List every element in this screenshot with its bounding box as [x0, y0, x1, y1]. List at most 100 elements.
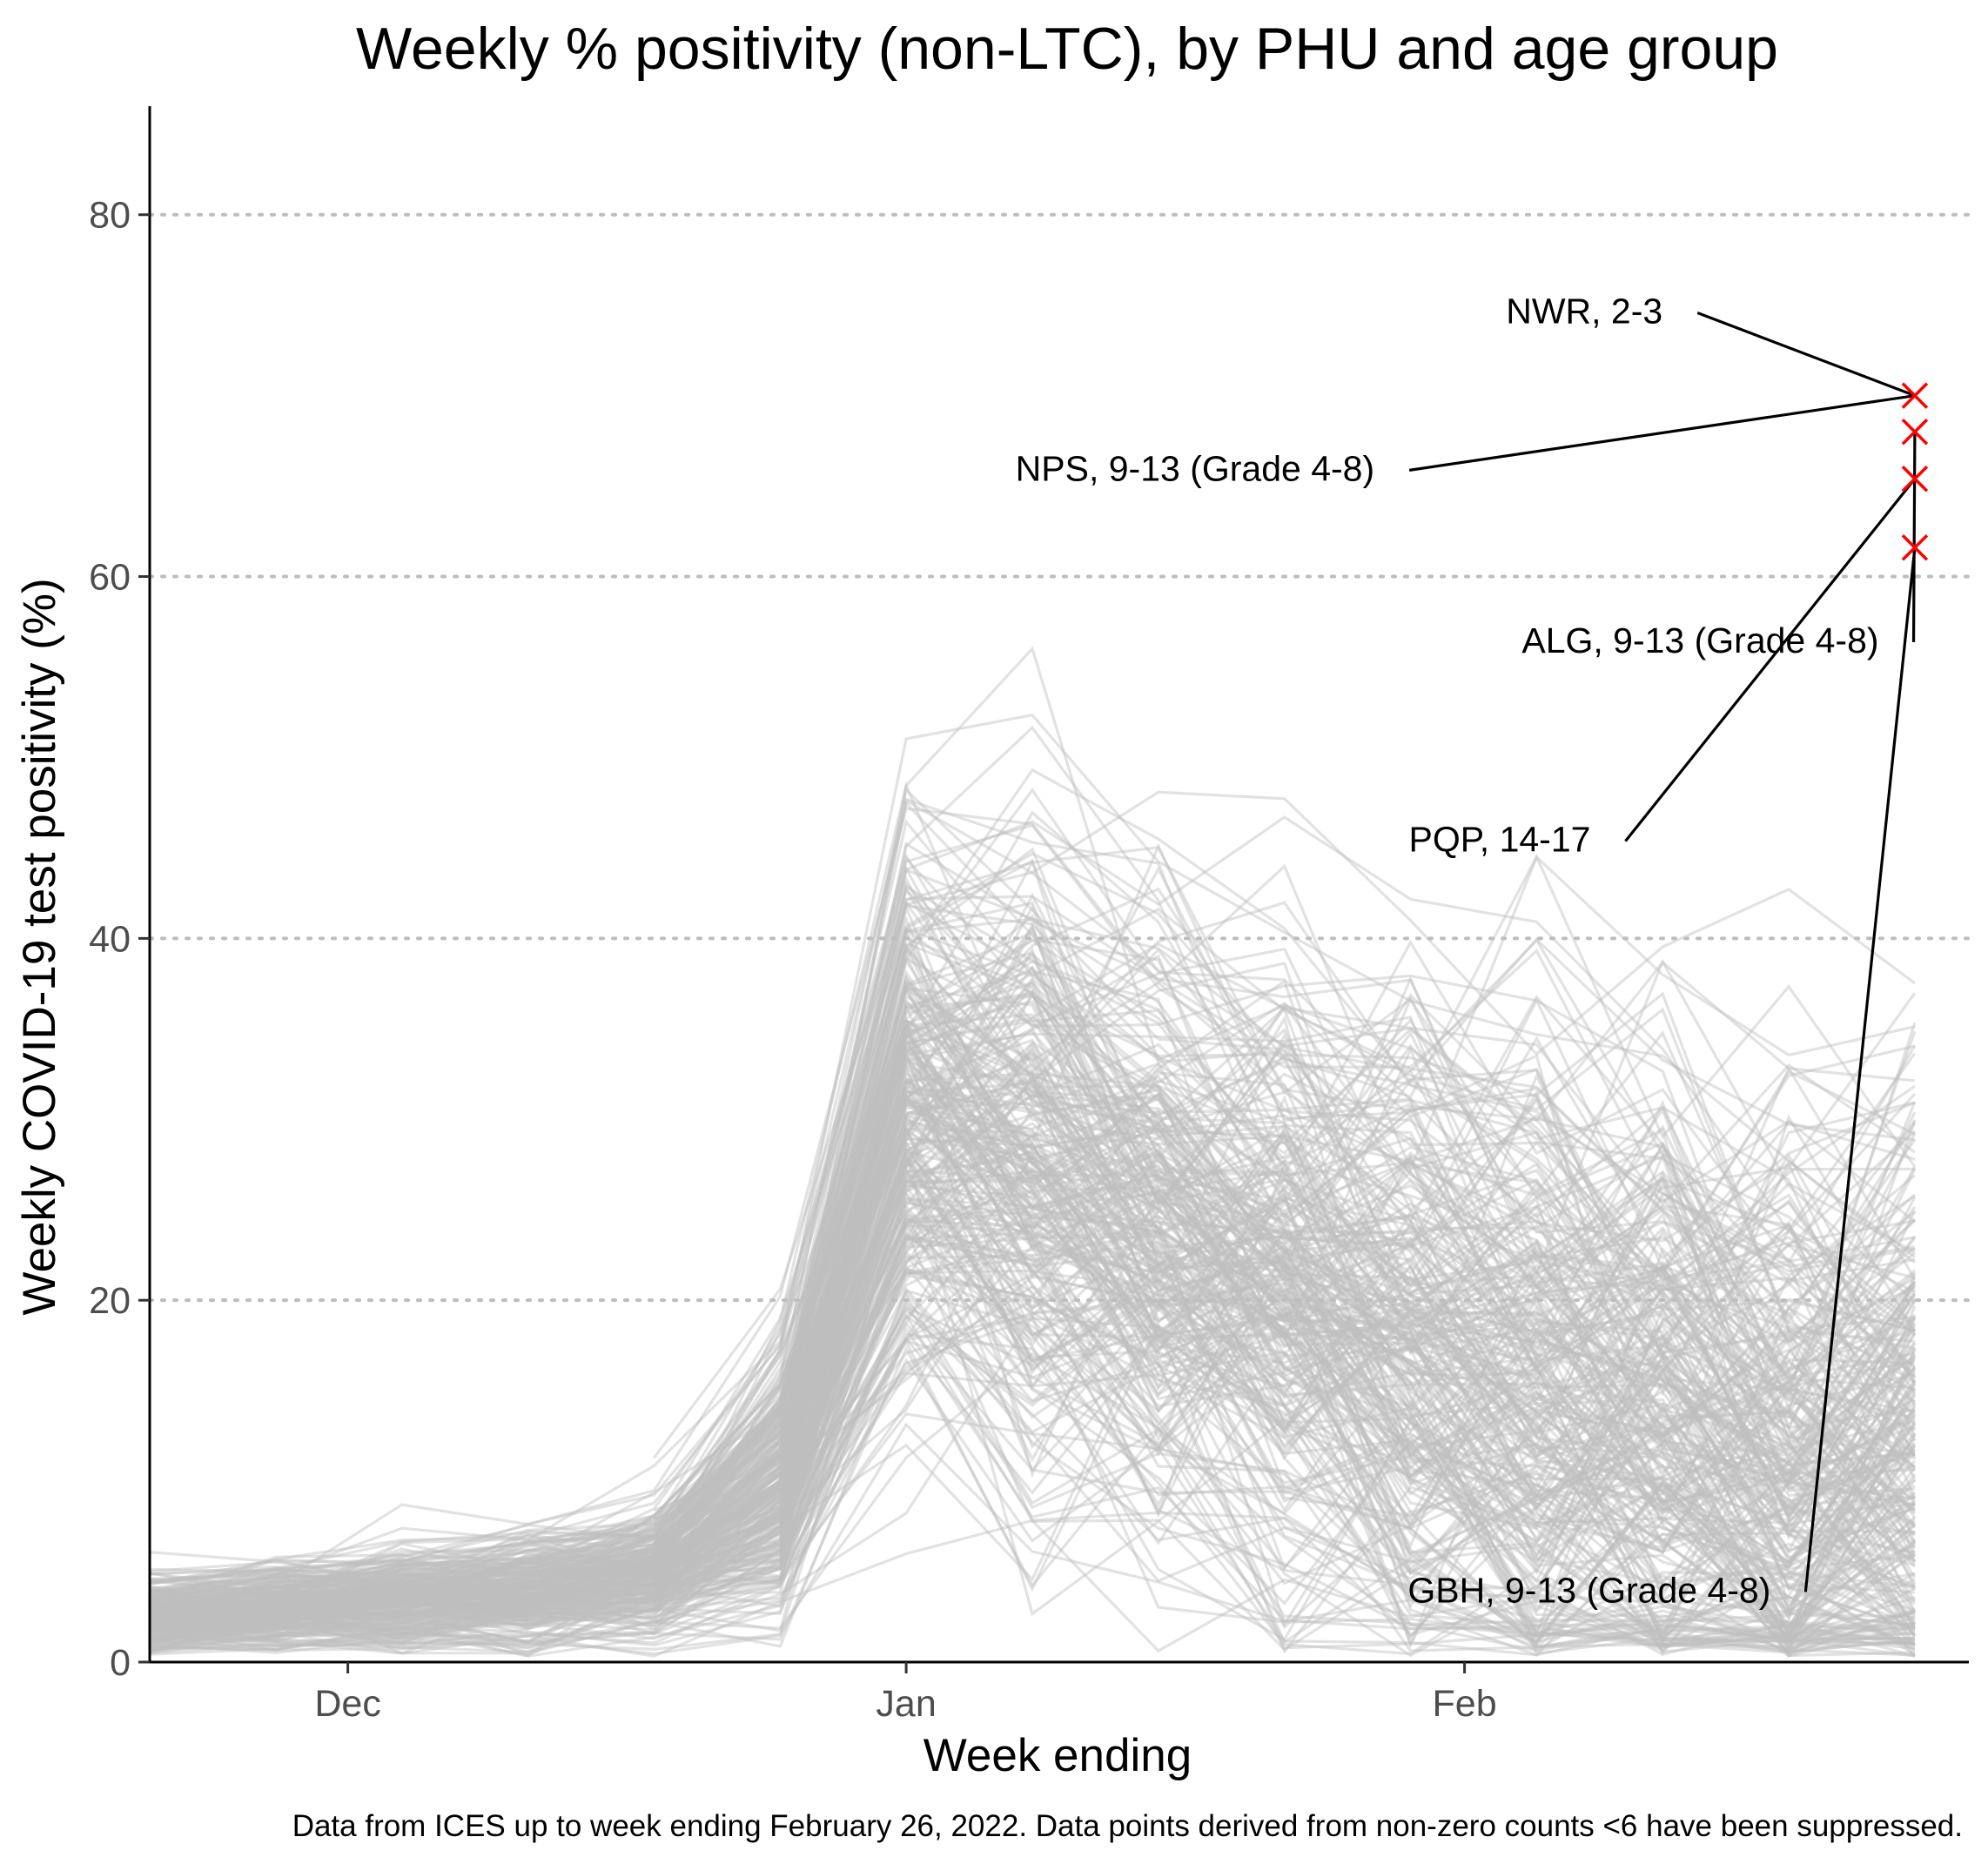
series-line	[149, 1094, 1916, 1645]
series-line	[149, 1092, 1917, 1627]
series-line	[149, 1264, 1916, 1645]
series-line	[149, 1223, 1916, 1654]
series-line	[149, 957, 1917, 1601]
series-line	[149, 1002, 1917, 1611]
series-line	[653, 1018, 1916, 1562]
series-line	[653, 788, 1916, 1560]
series-line	[149, 1136, 1917, 1637]
series-line	[149, 1050, 1917, 1628]
series-line	[149, 982, 1916, 1623]
series-line	[149, 841, 1916, 1601]
series-line	[149, 978, 1916, 1617]
caption: Data from ICES up to week ending Februar…	[292, 1809, 1963, 1843]
series-line	[149, 1063, 1917, 1633]
leader-line	[1408, 394, 1916, 472]
series-line	[653, 1148, 1916, 1626]
series-line	[149, 1150, 1916, 1606]
series-line	[149, 1090, 1916, 1628]
series-line	[149, 989, 1916, 1621]
annotation-label: PQP, 14-17	[1408, 820, 1590, 860]
series-line	[149, 1051, 1917, 1626]
series-line	[149, 1273, 1915, 1658]
series-line	[653, 1085, 1917, 1527]
series-line	[149, 1072, 1916, 1615]
series-line	[653, 1215, 1917, 1614]
series-line	[149, 1098, 1917, 1633]
series-line	[149, 962, 1916, 1609]
series-line	[149, 914, 1917, 1590]
series-line	[653, 1230, 1915, 1592]
series-line	[149, 1075, 1917, 1634]
series-line	[149, 1036, 1917, 1625]
series-line	[149, 1046, 1916, 1620]
series-line	[149, 986, 1917, 1612]
series-line	[149, 810, 1916, 1585]
series-line	[149, 852, 1917, 1564]
series-line	[149, 1038, 1916, 1617]
series-line	[149, 1213, 1915, 1624]
x-tick-label: Dec	[314, 1683, 380, 1725]
series-line	[149, 927, 1916, 1606]
series-line	[149, 1018, 1917, 1612]
series-line	[149, 1016, 1917, 1596]
series-line	[149, 1048, 1917, 1643]
series-line	[149, 725, 1916, 1592]
series-line	[653, 969, 1916, 1539]
series-line	[149, 952, 1917, 1605]
series-line	[149, 939, 1917, 1598]
series-line	[149, 1150, 1916, 1639]
series-line	[149, 1180, 1917, 1633]
series-line	[149, 1022, 1917, 1607]
series-line	[149, 1055, 1916, 1620]
series-line	[149, 1250, 1917, 1658]
series-line	[149, 938, 1917, 1593]
series-line	[149, 1177, 1917, 1618]
series-line	[149, 1323, 1916, 1653]
series-line	[149, 1133, 1916, 1618]
series-line	[149, 1002, 1917, 1614]
series-line	[149, 787, 1917, 1582]
series-line	[653, 818, 1916, 1539]
series-line	[149, 807, 1916, 1586]
series-line	[149, 1013, 1916, 1619]
annotation-label: ALG, 9-13 (Grade 4-8)	[1521, 620, 1878, 660]
series-line	[149, 1064, 1916, 1623]
series-line	[149, 1217, 1916, 1633]
series-line	[149, 1036, 1915, 1621]
series-line	[149, 1219, 1916, 1623]
series-line	[149, 1156, 1916, 1617]
series-line	[654, 1097, 1916, 1520]
series-line	[149, 1262, 1916, 1643]
series-line	[149, 1311, 1915, 1653]
series-line	[149, 1210, 1917, 1653]
series-line	[149, 1121, 1917, 1643]
series-line	[149, 1345, 1915, 1655]
marker-stroke	[1901, 466, 1929, 493]
series-line	[149, 1351, 1915, 1648]
series-line	[149, 1422, 1915, 1652]
series-line	[149, 1295, 1917, 1646]
series-line	[149, 946, 1916, 1631]
series-line	[149, 646, 1916, 1595]
series-line	[149, 1148, 1916, 1642]
series-line	[149, 955, 1916, 1603]
series-line	[149, 1305, 1916, 1658]
series-line	[149, 1094, 1916, 1629]
series-line	[653, 1075, 1917, 1545]
series-line	[149, 1223, 1916, 1657]
series-line	[149, 1170, 1917, 1646]
series-line	[149, 1237, 1916, 1658]
series-line	[149, 1131, 1916, 1637]
annotations-group: NWR, 2-3 NPS, 9-13 (Grade 4-8) ALG, 9-13 (…	[1016, 291, 1917, 1610]
series-line	[149, 980, 1916, 1612]
series-line	[149, 1332, 1915, 1656]
series-line	[149, 1211, 1916, 1626]
series-line	[149, 1031, 1917, 1627]
background-series-group	[149, 646, 1917, 1658]
series-line	[149, 858, 1916, 1584]
series-line	[149, 1067, 1916, 1598]
series-line	[149, 954, 1917, 1612]
series-line	[149, 914, 1917, 1624]
series-line	[149, 936, 1917, 1612]
series-line	[653, 1082, 1917, 1545]
